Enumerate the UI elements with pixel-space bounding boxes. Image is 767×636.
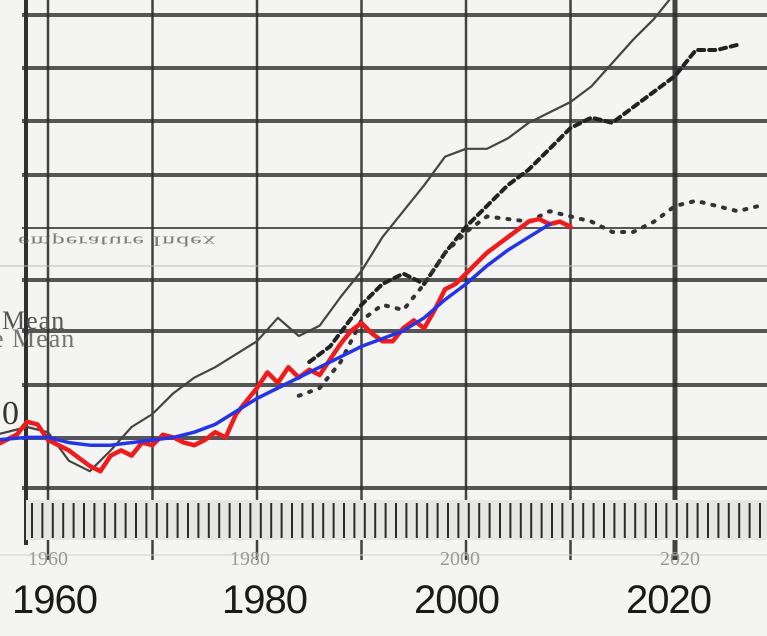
- series-line-3: [307, 42, 740, 364]
- ghost-x-tick-1960: 1960: [28, 548, 68, 570]
- ghost-x-tick-2000: 2000: [440, 548, 480, 570]
- legend-fragment-1: Mean: [2, 306, 66, 335]
- x-tick-2000: 2000: [414, 578, 500, 622]
- grid-lines: [0, 0, 767, 560]
- y-fragment-label: 0: [2, 395, 20, 432]
- series-line-0: [0, 216, 573, 474]
- series-line-1: [0, 222, 552, 447]
- x-tick-1980: 1980: [222, 578, 308, 622]
- title-fragment: emperature Index: [18, 233, 217, 250]
- x-tick-1960: 1960: [12, 578, 98, 622]
- ghost-x-tick-2020: 2020: [660, 548, 700, 570]
- series-layer: [0, 0, 761, 474]
- x-tick-2020: 2020: [626, 578, 712, 622]
- series-line-2: [0, 0, 671, 473]
- legend-fragment-2: e Mean: [0, 324, 76, 353]
- minor-tick-band: [26, 500, 767, 540]
- ghost-x-tick-1980: 1980: [230, 548, 270, 570]
